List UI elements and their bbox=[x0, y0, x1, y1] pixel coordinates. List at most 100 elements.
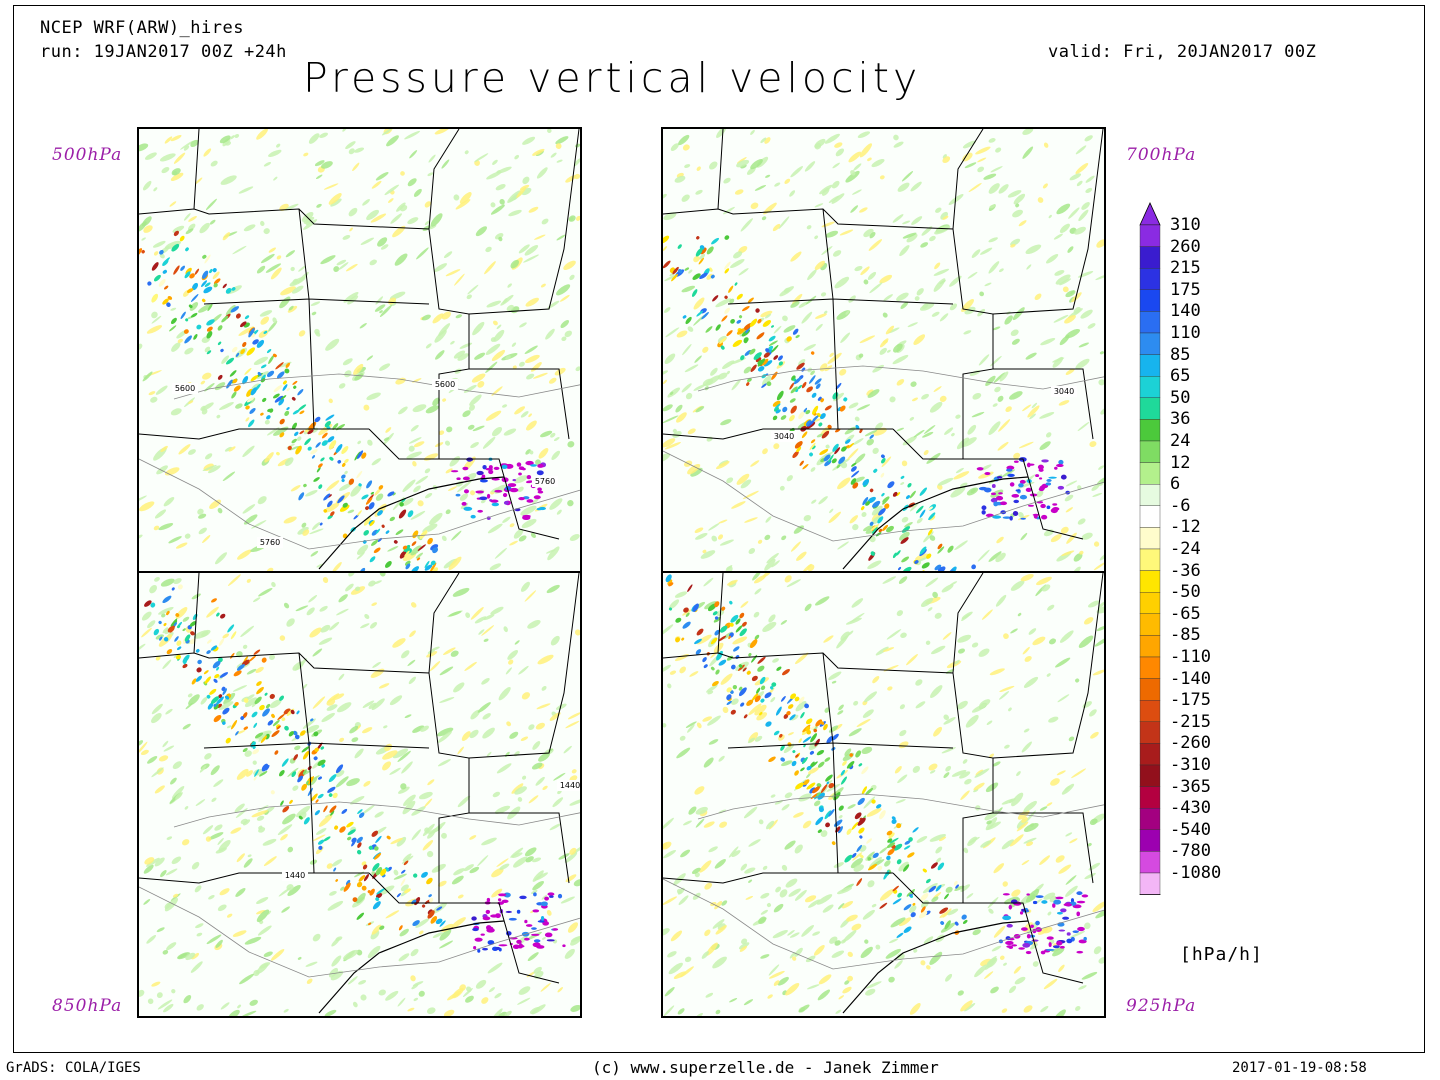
field-streak bbox=[462, 410, 471, 418]
field-streak bbox=[516, 187, 527, 198]
field-streak bbox=[1075, 162, 1089, 174]
field-streak bbox=[988, 551, 1002, 562]
field-streak bbox=[761, 216, 767, 221]
field-streak bbox=[853, 476, 865, 483]
field-streak bbox=[536, 945, 545, 949]
field-streak bbox=[237, 549, 252, 560]
field-streak bbox=[139, 495, 147, 504]
field-streak bbox=[831, 458, 837, 464]
field-streak bbox=[998, 268, 1004, 273]
field-streak bbox=[477, 380, 485, 388]
field-streak bbox=[352, 162, 360, 171]
field-streak bbox=[330, 810, 335, 816]
field-streak bbox=[1046, 253, 1059, 264]
field-streak bbox=[927, 528, 933, 536]
field-streak bbox=[944, 920, 951, 930]
colorbar-swatch bbox=[1139, 592, 1161, 615]
field-streak bbox=[881, 457, 886, 464]
field-streak bbox=[1026, 893, 1030, 896]
field-streak bbox=[165, 708, 173, 715]
field-streak bbox=[443, 1009, 455, 1016]
field-streak bbox=[497, 898, 502, 902]
field-streak bbox=[424, 201, 431, 208]
field-streak bbox=[811, 392, 817, 398]
field-streak bbox=[375, 296, 384, 305]
colorbar-tick-label: -6 bbox=[1170, 495, 1191, 516]
field-streak bbox=[687, 326, 694, 332]
field-streak bbox=[832, 162, 840, 169]
field-streak bbox=[182, 723, 191, 730]
field-streak bbox=[696, 236, 700, 240]
field-streak bbox=[547, 892, 555, 896]
field-streak bbox=[263, 856, 277, 867]
field-streak bbox=[287, 445, 292, 451]
field-streak bbox=[256, 686, 264, 695]
field-streak bbox=[540, 982, 551, 992]
field-streak bbox=[345, 141, 356, 150]
field-streak bbox=[902, 220, 911, 225]
field-streak bbox=[217, 325, 223, 331]
field-streak bbox=[781, 804, 790, 811]
field-streak bbox=[317, 463, 323, 468]
colorbar-tick-label: 6 bbox=[1170, 474, 1181, 495]
field-streak bbox=[153, 251, 159, 256]
field-streak bbox=[219, 672, 229, 678]
field-streak bbox=[838, 815, 843, 819]
field-streak bbox=[1003, 962, 1007, 966]
field-streak bbox=[204, 676, 212, 684]
field-streak bbox=[432, 397, 440, 406]
field-streak bbox=[289, 799, 293, 804]
field-streak bbox=[204, 346, 211, 353]
field-streak bbox=[236, 768, 249, 780]
field-streak bbox=[145, 152, 157, 160]
colorbar-tick-label: -36 bbox=[1170, 560, 1201, 581]
field-streak bbox=[158, 755, 169, 762]
field-streak bbox=[465, 995, 474, 1003]
field-streak bbox=[553, 437, 560, 442]
field-streak bbox=[272, 353, 277, 358]
field-streak bbox=[225, 287, 232, 294]
field-streak bbox=[495, 946, 501, 950]
field-streak bbox=[540, 915, 545, 921]
field-streak bbox=[525, 856, 534, 863]
field-streak bbox=[441, 159, 450, 169]
field-streak bbox=[1028, 628, 1037, 635]
field-streak bbox=[667, 951, 677, 958]
field-streak bbox=[1001, 469, 1016, 478]
field-streak bbox=[885, 948, 902, 959]
field-streak bbox=[768, 345, 774, 351]
field-streak bbox=[424, 564, 433, 571]
field-streak bbox=[207, 702, 214, 710]
field-streak bbox=[1075, 145, 1087, 155]
field-streak bbox=[488, 987, 495, 993]
field-streak bbox=[326, 863, 333, 869]
field-streak bbox=[703, 664, 708, 669]
field-streak bbox=[197, 508, 204, 515]
field-streak bbox=[704, 882, 713, 890]
field-streak bbox=[199, 765, 207, 773]
field-streak bbox=[383, 725, 388, 729]
field-streak bbox=[525, 460, 534, 466]
field-streak bbox=[403, 860, 409, 866]
field-streak bbox=[139, 741, 148, 755]
field-streak bbox=[1002, 516, 1012, 519]
field-streak bbox=[887, 349, 891, 353]
field-streak bbox=[789, 190, 796, 197]
field-streak bbox=[339, 483, 352, 491]
colorbar-swatch bbox=[1139, 700, 1161, 723]
field-streak bbox=[977, 549, 990, 562]
field-streak bbox=[316, 203, 322, 208]
field-streak bbox=[394, 253, 408, 266]
field-streak bbox=[798, 1004, 810, 1013]
field-streak bbox=[667, 579, 673, 586]
field-streak bbox=[575, 366, 580, 372]
field-streak bbox=[376, 888, 385, 895]
field-streak bbox=[245, 770, 253, 777]
field-streak bbox=[1073, 566, 1081, 571]
field-streak bbox=[971, 703, 987, 713]
field-streak bbox=[857, 797, 865, 806]
field-streak bbox=[284, 368, 290, 374]
field-streak bbox=[762, 320, 771, 327]
field-streak bbox=[408, 676, 417, 685]
field-streak bbox=[1035, 920, 1040, 926]
